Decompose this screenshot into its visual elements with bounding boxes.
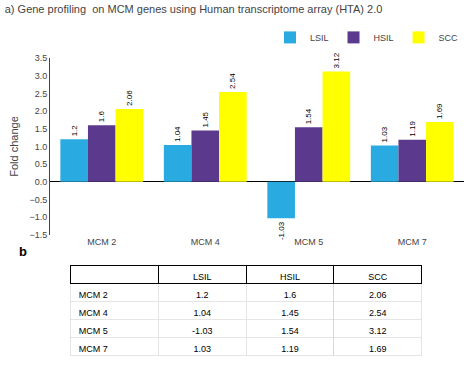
svg-text:3.12: 3.12 bbox=[369, 326, 387, 336]
svg-text:SCC: SCC bbox=[439, 33, 459, 43]
svg-text:1.54: 1.54 bbox=[281, 326, 299, 336]
svg-text:2.54: 2.54 bbox=[228, 73, 237, 89]
svg-text:1.6: 1.6 bbox=[97, 111, 106, 123]
svg-text:MCM 7: MCM 7 bbox=[398, 237, 427, 247]
svg-text:1.5: 1.5 bbox=[35, 124, 48, 134]
svg-text:1.54: 1.54 bbox=[304, 108, 313, 124]
svg-text:1.6: 1.6 bbox=[284, 290, 297, 300]
svg-text:1.04: 1.04 bbox=[173, 126, 182, 142]
svg-text:2.06: 2.06 bbox=[369, 290, 387, 300]
svg-text:2.54: 2.54 bbox=[369, 308, 387, 318]
svg-text:MCM 2: MCM 2 bbox=[87, 237, 116, 247]
svg-text:−1.5: −1.5 bbox=[29, 230, 47, 240]
svg-text:1.19: 1.19 bbox=[281, 344, 299, 354]
svg-text:0.5: 0.5 bbox=[35, 159, 48, 169]
svg-text:1.03: 1.03 bbox=[380, 126, 389, 142]
svg-text:2.5: 2.5 bbox=[35, 89, 48, 99]
svg-text:1.03: 1.03 bbox=[194, 344, 212, 354]
svg-text:1.19: 1.19 bbox=[408, 121, 417, 137]
svg-text:-1.03: -1.03 bbox=[277, 221, 286, 240]
svg-text:−1.0: −1.0 bbox=[29, 212, 47, 222]
svg-text:−0.5: −0.5 bbox=[29, 195, 47, 205]
svg-text:1.2: 1.2 bbox=[196, 290, 209, 300]
svg-text:LSIL: LSIL bbox=[193, 272, 212, 282]
svg-text:0.0: 0.0 bbox=[35, 177, 48, 187]
svg-text:1.45: 1.45 bbox=[201, 111, 210, 127]
svg-text:MCM 5: MCM 5 bbox=[79, 326, 108, 336]
svg-text:a) Gene profiling on MCM gene: a) Gene profiling on MCM genes using Hum… bbox=[5, 3, 383, 15]
svg-text:MCM 4: MCM 4 bbox=[79, 308, 108, 318]
svg-text:Fold change: Fold change bbox=[8, 116, 20, 177]
svg-text:b: b bbox=[19, 244, 27, 259]
svg-text:1.69: 1.69 bbox=[435, 103, 444, 119]
svg-text:LSIL: LSIL bbox=[310, 33, 329, 43]
svg-text:HSIL: HSIL bbox=[374, 33, 394, 43]
svg-text:1.45: 1.45 bbox=[281, 308, 299, 318]
svg-text:MCM 5: MCM 5 bbox=[294, 237, 323, 247]
svg-text:MCM 2: MCM 2 bbox=[79, 290, 108, 300]
svg-text:2.06: 2.06 bbox=[125, 90, 134, 106]
svg-text:1.0: 1.0 bbox=[35, 142, 48, 152]
svg-text:1.69: 1.69 bbox=[369, 344, 387, 354]
svg-text:MCM 7: MCM 7 bbox=[79, 344, 108, 354]
svg-text:2.0: 2.0 bbox=[35, 106, 48, 116]
svg-text:-1.03: -1.03 bbox=[192, 326, 213, 336]
svg-text:HSIL: HSIL bbox=[280, 272, 300, 282]
svg-text:1.04: 1.04 bbox=[194, 308, 212, 318]
svg-text:MCM 4: MCM 4 bbox=[191, 237, 220, 247]
svg-text:3.5: 3.5 bbox=[35, 53, 48, 63]
svg-text:3.12: 3.12 bbox=[332, 52, 341, 68]
svg-text:1.2: 1.2 bbox=[70, 125, 79, 137]
svg-text:SCC: SCC bbox=[368, 272, 388, 282]
svg-text:3.0: 3.0 bbox=[35, 71, 48, 81]
